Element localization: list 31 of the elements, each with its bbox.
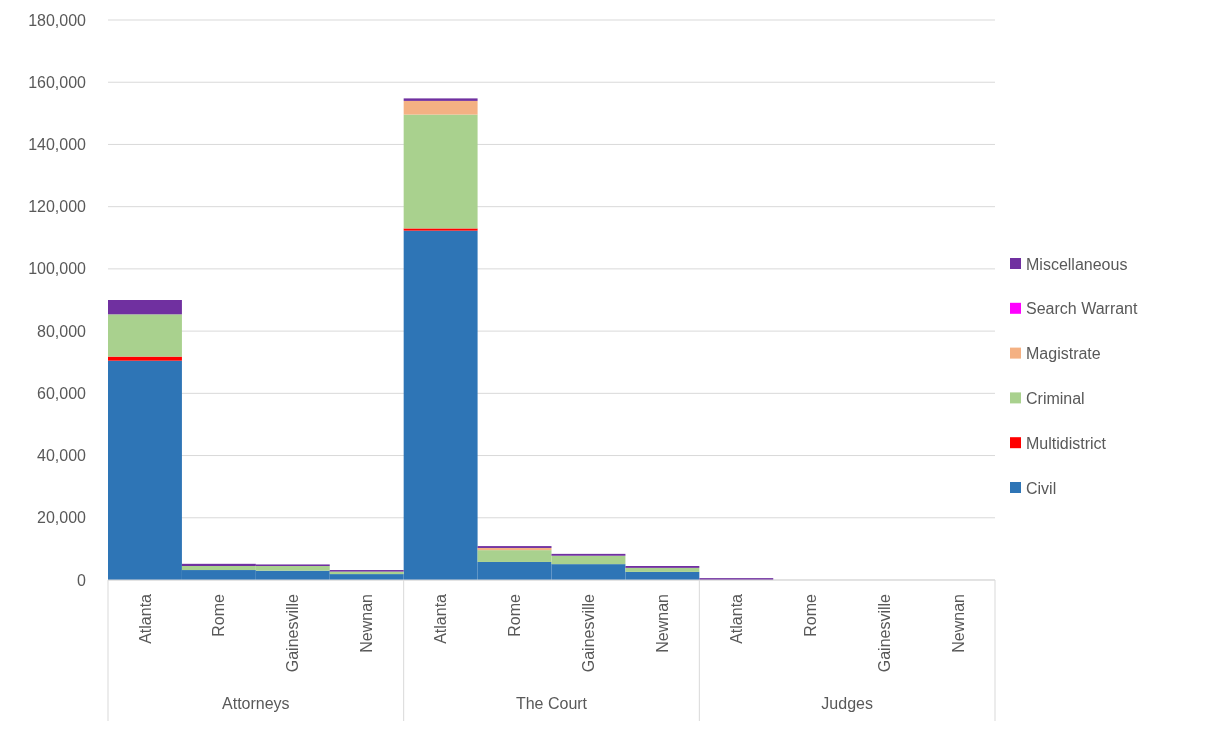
x-tick-label: Gainesville xyxy=(284,593,302,673)
legend-label: Criminal xyxy=(1026,390,1085,407)
y-tick-label: 120,000 xyxy=(28,198,87,216)
text: Attorneys xyxy=(222,695,290,712)
x-tick-label: Newnan xyxy=(358,594,376,653)
y-tick-label: 140,000 xyxy=(28,136,87,154)
legend-label: Magistrate xyxy=(1026,345,1101,363)
x-tick-label: Rome xyxy=(210,593,228,637)
y-tick-label: 180,000 xyxy=(28,11,87,29)
x-tick-label: Newnan xyxy=(653,594,671,653)
y-tick-label: 60,000 xyxy=(37,384,87,402)
legend-label: Search Warrant xyxy=(1026,300,1138,318)
text: The Court xyxy=(515,695,588,712)
legend-label: Miscellaneous xyxy=(1026,255,1128,273)
x-tick-label: Gainesville xyxy=(580,593,598,673)
text: Judges xyxy=(821,695,873,712)
y-tick-label: 100,000 xyxy=(28,260,87,278)
x-tick-label: Atlanta xyxy=(727,593,745,644)
x-tick-label: Newnan xyxy=(949,594,967,653)
x-tick-label: Rome xyxy=(801,593,819,637)
y-tick-label: 40,000 xyxy=(37,447,87,465)
x-tick-label: Atlanta xyxy=(432,593,450,644)
legend-label: Civil xyxy=(1026,479,1057,497)
legend-label: Multidistrict xyxy=(1026,434,1107,452)
y-tick-label: 0 xyxy=(77,571,87,589)
y-tick-label: 160,000 xyxy=(28,73,87,91)
y-tick-label: 80,000 xyxy=(37,322,87,340)
y-tick-label: 20,000 xyxy=(37,509,87,527)
x-tick-label: Gainesville xyxy=(875,593,893,673)
x-tick-label: Rome xyxy=(506,593,524,637)
x-tick-label: Atlanta xyxy=(136,593,154,644)
